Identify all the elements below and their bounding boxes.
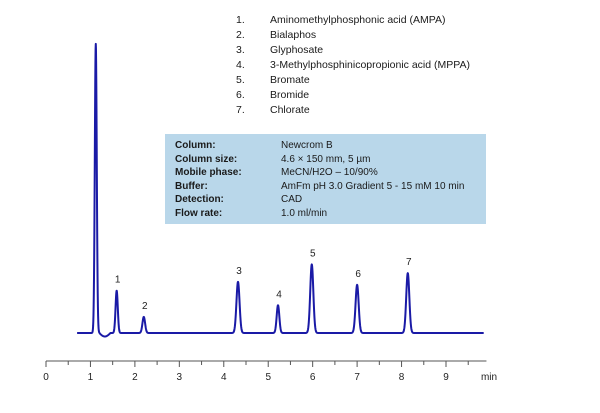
condition-row: Flow rate: 1.0 ml/min [175, 207, 486, 221]
legend-number: 5. [236, 74, 245, 86]
peak-label: 6 [355, 269, 361, 280]
condition-key: Mobile phase: [175, 167, 242, 178]
peak-label: 1 [115, 275, 121, 286]
condition-key: Column size: [175, 153, 238, 165]
x-tick-label: 8 [399, 372, 405, 383]
legend-item: 4. 3-Methylphosphinicopropionic acid (MPP… [236, 58, 470, 73]
trace-layer [76, 42, 485, 338]
legend-compound: Chlorate [270, 104, 310, 116]
x-tick-label: 5 [265, 372, 271, 383]
legend-item: 3. Glyphosate [236, 43, 470, 58]
x-tick-label: 9 [443, 372, 449, 383]
x-axis-label: min [481, 372, 497, 383]
x-tick-label: 7 [354, 372, 360, 383]
condition-row: Mobile phase: MeCN/H2O – 10/90% [175, 166, 486, 180]
condition-key: Buffer: [175, 180, 208, 192]
peak-labels: 1 2 3 4 5 6 7 [115, 248, 412, 312]
condition-row: Column: Newcrom B [175, 139, 486, 153]
peak-label: 7 [406, 257, 412, 268]
condition-value: MeCN/H2O – 10/90% [281, 167, 378, 178]
legend-compound: Aminomethylphosphonic acid (AMPA) [270, 14, 446, 26]
x-tick-label: 1 [88, 372, 94, 383]
x-tick-label: 2 [132, 372, 138, 383]
legend-number: 4. [236, 59, 245, 71]
legend-compound: Bromate [270, 74, 310, 86]
condition-value: 4.6 × 150 mm, 5 µm [281, 153, 371, 165]
condition-key: Flow rate: [175, 207, 223, 219]
condition-key: Detection: [175, 194, 224, 205]
legend-compound: Bialaphos [270, 29, 317, 41]
legend-item: 5. Bromate [236, 73, 470, 88]
peak-label: 3 [236, 266, 242, 277]
legend-number: 6. [236, 89, 245, 101]
legend-number: 2. [236, 29, 245, 41]
peak-label: 4 [276, 289, 282, 300]
legend-number: 1. [236, 14, 245, 26]
chromatogram-trace [76, 42, 485, 338]
condition-value: AmFm pH 3.0 Gradient 5 - 15 mM 10 min [281, 180, 465, 192]
condition-value: CAD [281, 194, 303, 205]
x-axis: 0 1 2 3 4 5 6 7 8 9 min [43, 360, 497, 383]
x-tick-label: 3 [177, 372, 183, 383]
legend-compound: 3-Methylphosphinicopropionic acid (MPPA) [270, 59, 470, 71]
conditions-box: Column: Newcrom B Column size: 4.6 × 150 m… [165, 134, 486, 224]
condition-row: Buffer: AmFm pH 3.0 Gradient 5 - 15 mM 10… [175, 180, 486, 194]
legend-number: 7. [236, 104, 245, 116]
legend-compound: Bromide [270, 89, 310, 101]
x-tick-label: 4 [221, 372, 227, 383]
condition-row: Detection: CAD [175, 193, 486, 207]
legend-item: 1. Aminomethylphosphonic acid (AMPA) [236, 13, 470, 28]
legend-compound: Glyphosate [270, 44, 324, 56]
peak-label: 2 [142, 301, 148, 312]
condition-row: Column size: 4.6 × 150 mm, 5 µm [175, 153, 486, 167]
peak-label: 5 [310, 248, 316, 259]
compound-legend: 1. Aminomethylphosphonic acid (AMPA) 2. Bi… [236, 13, 470, 118]
condition-key: Column: [175, 140, 216, 151]
condition-value: Newcrom B [281, 140, 333, 151]
x-tick-label: 6 [310, 372, 316, 383]
legend-number: 3. [236, 44, 245, 56]
x-tick-label: 0 [43, 372, 49, 383]
legend-item: 6. Bromide [236, 88, 470, 103]
legend-item: 2. Bialaphos [236, 28, 470, 43]
legend-item: 7. Chlorate [236, 103, 470, 118]
condition-value: 1.0 ml/min [281, 207, 328, 219]
